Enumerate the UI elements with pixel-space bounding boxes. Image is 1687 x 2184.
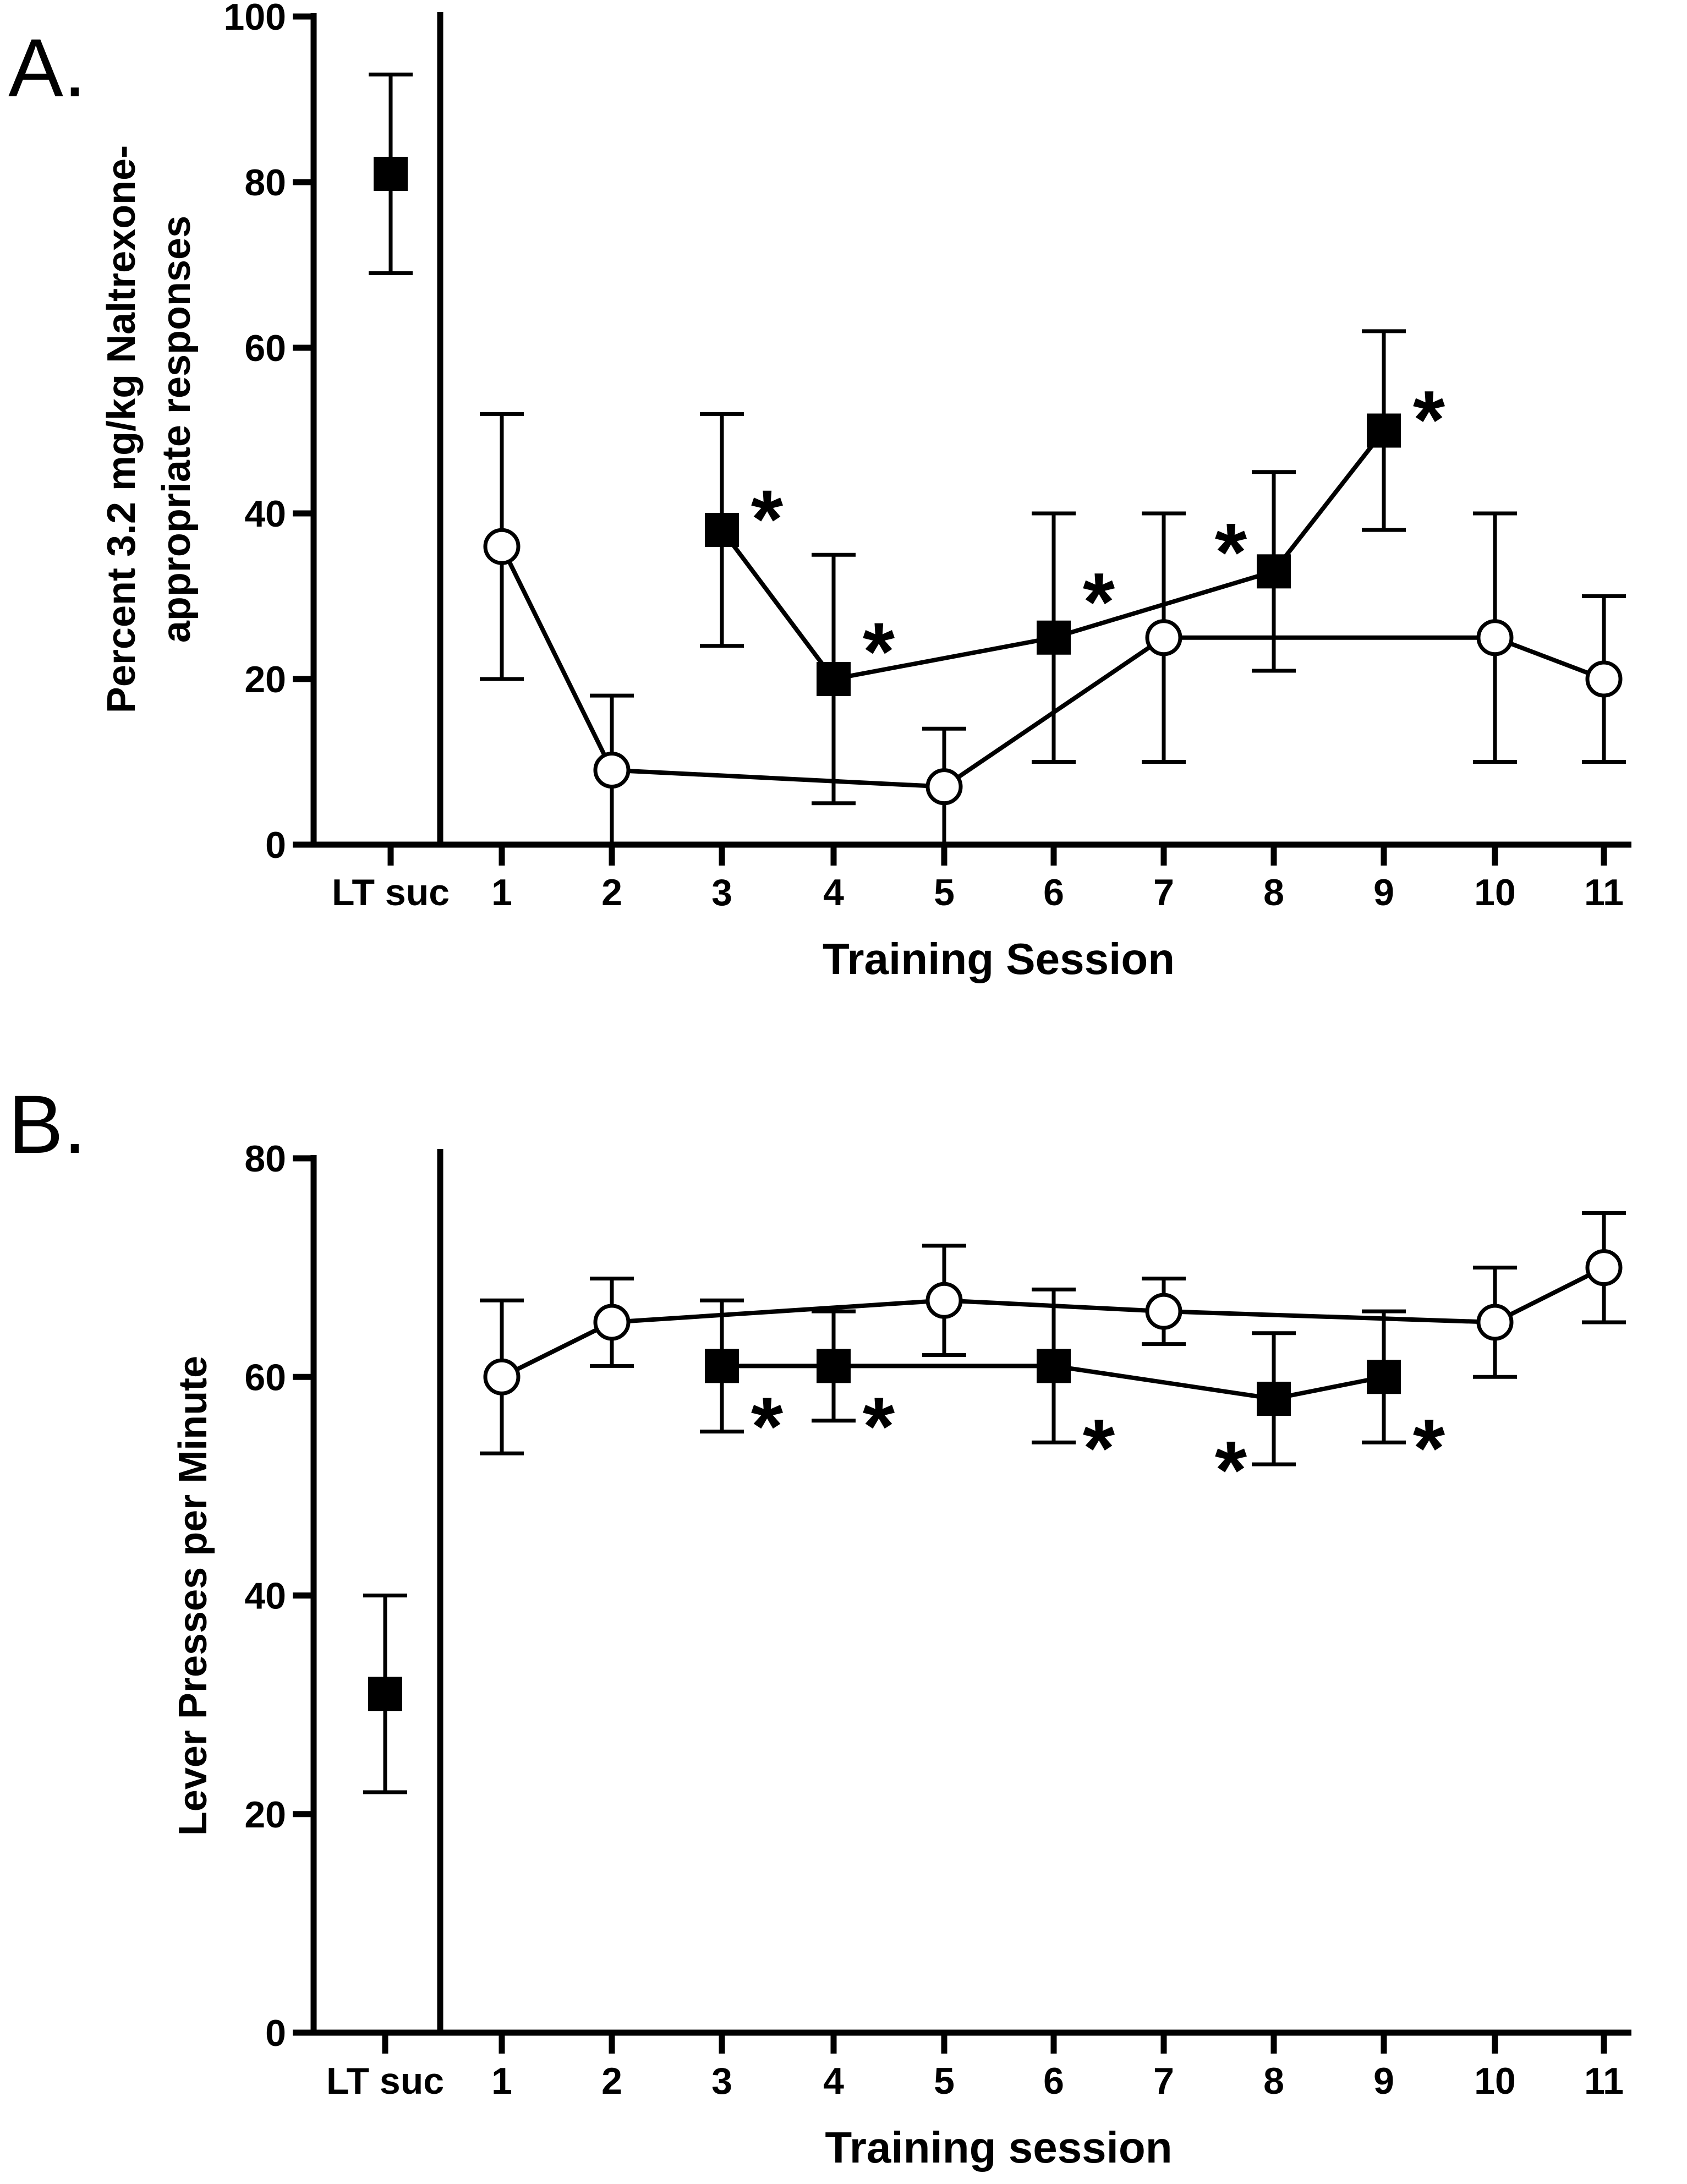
data-point-circle bbox=[1145, 619, 1182, 656]
data-point-circle bbox=[925, 768, 963, 806]
x-tick-label: 5 bbox=[934, 2060, 955, 2102]
x-tick-label: 9 bbox=[1373, 872, 1394, 913]
significance-asterisk: * bbox=[1413, 373, 1445, 466]
x-tick-label: 3 bbox=[711, 872, 732, 913]
significance-asterisk: * bbox=[863, 605, 895, 698]
panel-label: B. bbox=[8, 1078, 86, 1170]
x-tick-label: 9 bbox=[1373, 2060, 1394, 2102]
x-tick-label: 6 bbox=[1043, 2060, 1064, 2102]
y-tick-label: 0 bbox=[265, 824, 286, 866]
y-tick-label: 60 bbox=[244, 327, 286, 369]
data-point-square bbox=[705, 1349, 739, 1383]
x-tick-label: 6 bbox=[1043, 872, 1064, 913]
data-point-circle bbox=[483, 1358, 521, 1395]
y-axis-title: Percent 3.2 mg/kg Naltrexone- bbox=[100, 145, 144, 713]
x-tick-label: 7 bbox=[1153, 2060, 1174, 2102]
data-point-square bbox=[368, 1677, 402, 1711]
y-axis-title: Lever Presses per Minute bbox=[171, 1356, 215, 1836]
data-point-square bbox=[1037, 620, 1071, 655]
data-point-square bbox=[1367, 413, 1401, 448]
data-point-circle bbox=[1476, 1304, 1514, 1341]
data-point-square bbox=[1367, 1360, 1401, 1394]
y-tick-label: 80 bbox=[244, 162, 286, 204]
y-tick-label: 20 bbox=[244, 1794, 286, 1836]
data-point-circle bbox=[1585, 660, 1623, 698]
x-tick-label: 1 bbox=[491, 2060, 512, 2102]
x-tick-label: 11 bbox=[1584, 2060, 1624, 2102]
y-tick-label: 80 bbox=[244, 1138, 286, 1180]
data-point-circle bbox=[483, 528, 521, 565]
x-tick-label: LT suc bbox=[332, 872, 450, 913]
significance-asterisk: * bbox=[863, 1380, 895, 1473]
x-tick-label: 8 bbox=[1263, 2060, 1284, 2102]
x-axis-title: Training session bbox=[825, 2123, 1172, 2172]
x-tick-label: LT suc bbox=[326, 2060, 444, 2102]
x-tick-label: 2 bbox=[601, 2060, 622, 2102]
y-tick-label: 40 bbox=[244, 493, 286, 535]
panel-label: A. bbox=[8, 21, 86, 114]
significance-asterisk: * bbox=[1083, 556, 1115, 648]
x-axis-title: Training Session bbox=[823, 934, 1175, 983]
data-point-square bbox=[705, 513, 739, 548]
x-tick-label: 4 bbox=[823, 2060, 844, 2102]
x-tick-label: 3 bbox=[711, 2060, 732, 2102]
data-point-circle bbox=[593, 1304, 631, 1341]
y-tick-label: 100 bbox=[224, 0, 286, 38]
data-point-circle bbox=[1145, 1293, 1182, 1330]
x-tick-label: 1 bbox=[491, 872, 512, 913]
data-point-circle bbox=[1476, 619, 1514, 656]
y-axis-title: appropriate responses bbox=[155, 216, 199, 643]
data-point-square bbox=[817, 1349, 851, 1383]
significance-asterisk: * bbox=[1083, 1402, 1115, 1494]
data-point-square bbox=[1037, 1349, 1071, 1383]
data-point-circle bbox=[925, 1282, 963, 1319]
y-tick-label: 0 bbox=[265, 2012, 286, 2054]
significance-asterisk: * bbox=[1215, 1424, 1247, 1516]
x-tick-label: 7 bbox=[1153, 872, 1174, 913]
y-tick-label: 40 bbox=[244, 1575, 286, 1617]
data-point-square bbox=[374, 156, 408, 191]
data-point-circle bbox=[593, 752, 631, 789]
data-point-square bbox=[1257, 1381, 1291, 1416]
data-point-square bbox=[1257, 554, 1291, 589]
x-tick-label: 5 bbox=[934, 872, 955, 913]
data-point-square bbox=[817, 662, 851, 696]
significance-asterisk: * bbox=[751, 1380, 784, 1473]
significance-asterisk: * bbox=[751, 473, 784, 565]
y-tick-label: 20 bbox=[244, 659, 286, 700]
x-tick-label: 10 bbox=[1474, 872, 1516, 913]
x-tick-label: 2 bbox=[601, 872, 622, 913]
x-tick-label: 8 bbox=[1263, 872, 1284, 913]
y-tick-label: 60 bbox=[244, 1356, 286, 1398]
x-tick-label: 11 bbox=[1584, 872, 1624, 913]
x-tick-label: 10 bbox=[1474, 2060, 1516, 2102]
x-tick-label: 4 bbox=[823, 872, 844, 913]
significance-asterisk: * bbox=[1413, 1402, 1445, 1494]
data-point-circle bbox=[1585, 1249, 1623, 1287]
significance-asterisk: * bbox=[1215, 506, 1247, 598]
